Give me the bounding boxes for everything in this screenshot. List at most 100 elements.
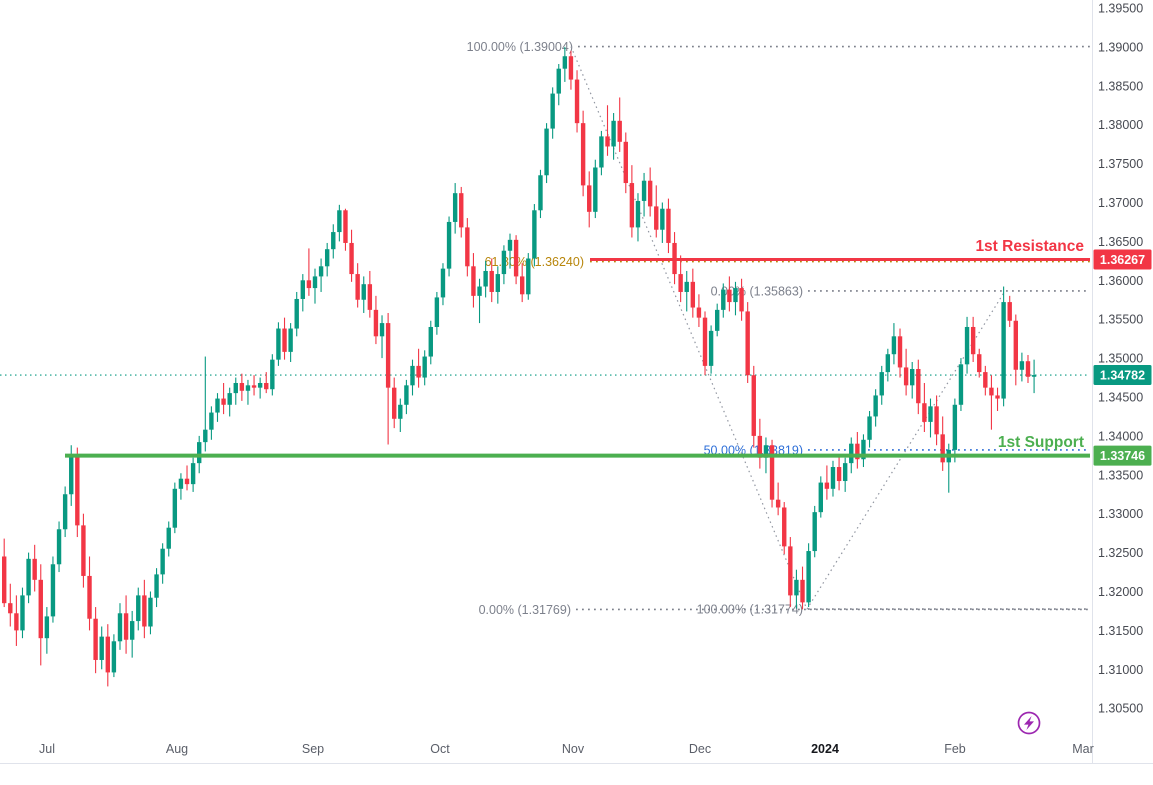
candle (239, 373, 245, 401)
time-axis-label: Mar (1072, 742, 1094, 756)
candle (1007, 295, 1012, 327)
price-axis-label: 1.39500 (1098, 2, 1143, 16)
candle (830, 460, 836, 497)
time-axis[interactable]: Jul Aug Sep Oct Nov Dec 2024 Feb Mar (39, 742, 1094, 756)
candle-body (166, 527, 171, 549)
candle (117, 603, 123, 650)
candle (471, 253, 476, 308)
candle-body (276, 328, 281, 360)
time-axis-label: Sep (302, 742, 324, 756)
candle (885, 348, 891, 382)
candle (410, 359, 415, 396)
fib-level-label: 100.00% (1.39004) (467, 40, 573, 54)
candle-body (708, 330, 714, 366)
candle-body (416, 365, 421, 378)
candle-body (891, 336, 897, 355)
candle (587, 171, 592, 228)
candle-body (593, 167, 598, 212)
candle (251, 375, 257, 396)
candle (714, 303, 720, 337)
candle-body (684, 281, 689, 292)
time-axis-label: Jul (39, 742, 55, 756)
candle (398, 398, 403, 433)
candle-body (897, 336, 903, 368)
candle (775, 482, 781, 516)
candle (507, 233, 513, 269)
candle-body (562, 56, 568, 69)
candle-body (788, 546, 793, 596)
candle-body (538, 175, 543, 211)
candle-body (404, 385, 409, 405)
candle-body (964, 326, 970, 365)
price-axis-label: 1.36000 (1098, 274, 1143, 288)
candle (62, 486, 68, 538)
fib-trendline[interactable] (570, 46, 808, 610)
candle (824, 465, 830, 500)
candle-body (197, 442, 202, 464)
candle-body (806, 551, 811, 603)
candle (209, 406, 214, 440)
candle-body (50, 564, 56, 617)
candle (50, 556, 56, 623)
candle (782, 502, 787, 555)
candle (879, 365, 884, 405)
candle-body (446, 221, 452, 269)
candle-body (331, 232, 336, 250)
candle-body (794, 579, 799, 596)
candle (526, 253, 531, 300)
candle (111, 634, 117, 678)
candle (635, 193, 641, 242)
candle (641, 172, 647, 217)
candle-body (587, 185, 592, 212)
candle (343, 208, 348, 251)
candle-body (836, 467, 842, 482)
resistance-price-badge-value: 1.36267 (1100, 253, 1145, 267)
candle-body (318, 266, 324, 277)
candle-body (312, 276, 318, 289)
candle (818, 476, 823, 518)
candle-body (513, 239, 519, 277)
flash-icon[interactable] (1017, 711, 1041, 735)
candle (1031, 359, 1037, 394)
candle-body (678, 274, 683, 292)
candle (842, 457, 848, 492)
candle-body (300, 280, 306, 299)
candle (465, 218, 470, 277)
candle-body (209, 412, 214, 430)
candle (666, 198, 671, 254)
candle-body (745, 311, 750, 376)
price-axis[interactable]: 1.39500 1.39000 1.38500 1.38000 1.37500 1.370… (1098, 2, 1143, 716)
candle (708, 325, 714, 374)
candle-body (87, 575, 92, 619)
candle (136, 587, 141, 631)
candle (513, 235, 519, 285)
candle (727, 276, 732, 312)
support-label: 1st Support (998, 434, 1084, 451)
candle-body (99, 636, 104, 660)
candle (367, 270, 373, 318)
candle-body (282, 328, 287, 352)
candle (568, 50, 574, 90)
candle (593, 159, 598, 219)
candle-body (830, 467, 836, 489)
candle-body (434, 297, 440, 327)
candle (440, 263, 446, 306)
candle-body (824, 482, 830, 489)
candle (288, 323, 293, 362)
candle-body (757, 435, 763, 458)
candle (964, 316, 970, 374)
candle-body (245, 385, 251, 391)
candle-body (465, 227, 470, 267)
candle (977, 348, 982, 378)
candle-body (763, 445, 769, 458)
candle-body (940, 434, 945, 463)
candle (129, 610, 135, 658)
candle (245, 379, 251, 405)
time-axis-label: Oct (430, 742, 450, 756)
candle (550, 87, 555, 139)
candle (690, 268, 696, 318)
candle (300, 274, 306, 312)
price-axis-background (1093, 0, 1153, 785)
